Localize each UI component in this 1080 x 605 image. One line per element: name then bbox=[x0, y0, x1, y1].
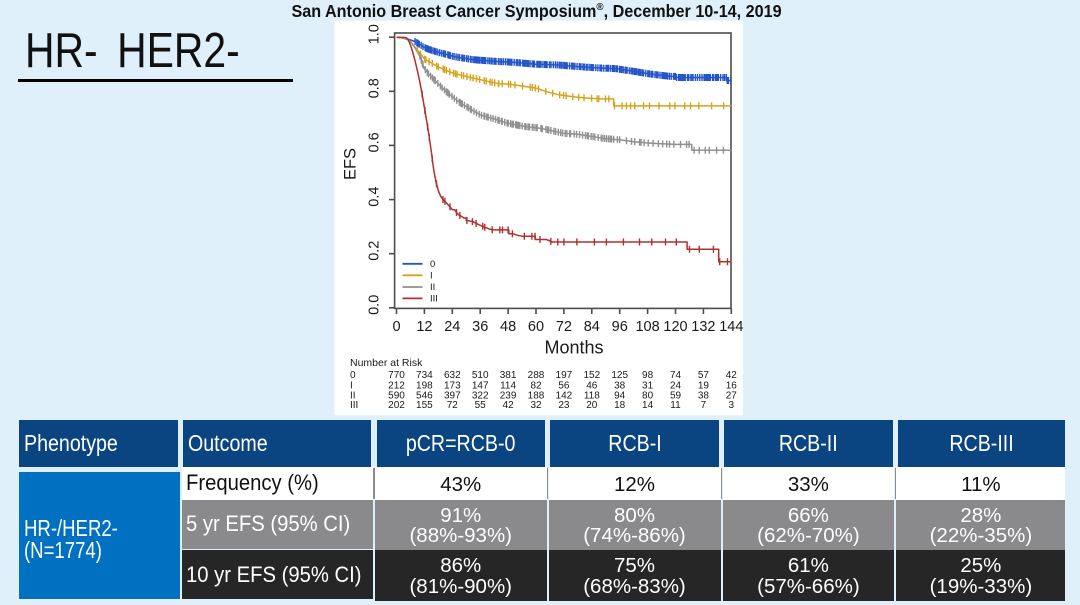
svg-text:397: 397 bbox=[444, 391, 461, 402]
svg-text:0.4: 0.4 bbox=[366, 187, 382, 207]
svg-text:132: 132 bbox=[691, 319, 715, 335]
svg-text:288: 288 bbox=[528, 370, 545, 381]
svg-text:125: 125 bbox=[611, 370, 628, 381]
svg-text:546: 546 bbox=[416, 391, 433, 402]
svg-text:202: 202 bbox=[388, 400, 405, 411]
svg-text:42: 42 bbox=[726, 370, 738, 381]
svg-text:74: 74 bbox=[670, 370, 682, 381]
svg-text:0: 0 bbox=[392, 319, 400, 335]
svg-text:38: 38 bbox=[614, 380, 626, 391]
svg-text:144: 144 bbox=[719, 319, 743, 335]
svg-text:96: 96 bbox=[612, 319, 628, 335]
svg-text:18: 18 bbox=[614, 400, 626, 411]
svg-text:120: 120 bbox=[663, 319, 687, 335]
svg-text:16: 16 bbox=[726, 380, 738, 391]
svg-text:98: 98 bbox=[642, 370, 654, 381]
svg-text:55: 55 bbox=[475, 400, 487, 411]
svg-text:94: 94 bbox=[614, 391, 626, 402]
svg-text:56: 56 bbox=[558, 380, 570, 391]
svg-text:82: 82 bbox=[530, 380, 542, 391]
svg-text:590: 590 bbox=[388, 391, 405, 402]
svg-text:24: 24 bbox=[670, 380, 682, 391]
svg-text:31: 31 bbox=[642, 380, 654, 391]
svg-text:0.0: 0.0 bbox=[366, 295, 382, 315]
svg-text:322: 322 bbox=[472, 391, 489, 402]
svg-text:0.6: 0.6 bbox=[366, 132, 382, 152]
svg-text:0: 0 bbox=[350, 370, 356, 381]
svg-text:III: III bbox=[350, 400, 358, 411]
svg-text:19: 19 bbox=[698, 380, 710, 391]
svg-text:46: 46 bbox=[586, 380, 598, 391]
svg-text:510: 510 bbox=[472, 370, 489, 381]
svg-text:EFS: EFS bbox=[341, 148, 359, 180]
svg-text:188: 188 bbox=[528, 391, 545, 402]
svg-text:173: 173 bbox=[444, 380, 461, 391]
svg-text:80: 80 bbox=[642, 391, 654, 402]
svg-text:48: 48 bbox=[500, 319, 516, 335]
svg-text:3: 3 bbox=[729, 400, 735, 411]
svg-text:32: 32 bbox=[530, 400, 542, 411]
svg-text:0: 0 bbox=[430, 259, 435, 270]
svg-text:212: 212 bbox=[388, 380, 405, 391]
svg-text:155: 155 bbox=[416, 400, 433, 411]
svg-text:I: I bbox=[350, 380, 353, 391]
svg-text:734: 734 bbox=[416, 370, 433, 381]
svg-text:770: 770 bbox=[388, 370, 405, 381]
svg-text:I: I bbox=[430, 270, 433, 281]
svg-text:114: 114 bbox=[500, 380, 516, 391]
svg-text:0.8: 0.8 bbox=[366, 78, 382, 98]
svg-text:142: 142 bbox=[556, 391, 573, 402]
svg-text:20: 20 bbox=[586, 400, 598, 411]
svg-text:632: 632 bbox=[444, 370, 461, 381]
svg-text:239: 239 bbox=[500, 391, 517, 402]
svg-text:152: 152 bbox=[583, 370, 600, 381]
svg-text:108: 108 bbox=[635, 319, 659, 335]
svg-text:1.0: 1.0 bbox=[366, 24, 382, 44]
svg-text:381: 381 bbox=[500, 370, 517, 381]
svg-text:198: 198 bbox=[416, 380, 433, 391]
svg-text:II: II bbox=[430, 282, 435, 293]
svg-text:42: 42 bbox=[503, 400, 515, 411]
svg-text:23: 23 bbox=[558, 400, 570, 411]
svg-text:57: 57 bbox=[698, 370, 710, 381]
svg-text:72: 72 bbox=[447, 400, 459, 411]
svg-text:Months: Months bbox=[544, 338, 603, 358]
svg-text:II: II bbox=[350, 391, 356, 402]
svg-text:Number at Risk: Number at Risk bbox=[350, 357, 423, 369]
svg-text:118: 118 bbox=[584, 391, 600, 402]
svg-text:24: 24 bbox=[444, 319, 460, 335]
svg-text:38: 38 bbox=[698, 391, 710, 402]
svg-text:11: 11 bbox=[670, 400, 681, 411]
svg-text:147: 147 bbox=[472, 380, 489, 391]
svg-text:36: 36 bbox=[472, 319, 488, 335]
svg-text:7: 7 bbox=[701, 400, 707, 411]
svg-text:0.2: 0.2 bbox=[366, 241, 382, 261]
svg-text:84: 84 bbox=[584, 319, 600, 335]
svg-text:27: 27 bbox=[726, 391, 738, 402]
svg-text:72: 72 bbox=[556, 319, 572, 335]
svg-text:12: 12 bbox=[416, 319, 432, 335]
svg-text:59: 59 bbox=[670, 391, 682, 402]
svg-text:60: 60 bbox=[528, 319, 544, 335]
svg-text:197: 197 bbox=[556, 370, 573, 381]
svg-text:14: 14 bbox=[642, 400, 654, 411]
svg-text:III: III bbox=[430, 293, 438, 304]
